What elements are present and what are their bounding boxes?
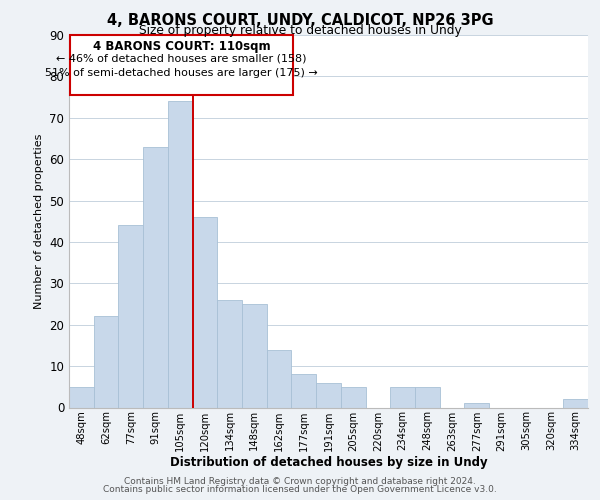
Bar — [341, 387, 365, 407]
Text: ← 46% of detached houses are smaller (158): ← 46% of detached houses are smaller (15… — [56, 54, 307, 64]
Text: 4, BARONS COURT, UNDY, CALDICOT, NP26 3PG: 4, BARONS COURT, UNDY, CALDICOT, NP26 3P… — [107, 13, 493, 28]
Bar — [70, 35, 293, 95]
Bar — [267, 350, 292, 408]
Text: 4 BARONS COURT: 110sqm: 4 BARONS COURT: 110sqm — [92, 40, 270, 53]
Bar — [94, 316, 118, 408]
Y-axis label: Number of detached properties: Number of detached properties — [34, 134, 44, 309]
Bar — [415, 387, 440, 407]
Bar — [464, 404, 489, 407]
Text: Contains public sector information licensed under the Open Government Licence v3: Contains public sector information licen… — [103, 484, 497, 494]
X-axis label: Distribution of detached houses by size in Undy: Distribution of detached houses by size … — [170, 456, 487, 469]
Bar — [292, 374, 316, 408]
Bar — [168, 101, 193, 408]
Text: Contains HM Land Registry data © Crown copyright and database right 2024.: Contains HM Land Registry data © Crown c… — [124, 477, 476, 486]
Bar — [242, 304, 267, 408]
Bar — [316, 382, 341, 407]
Bar — [118, 226, 143, 408]
Bar — [143, 147, 168, 407]
Text: 51% of semi-detached houses are larger (175) →: 51% of semi-detached houses are larger (… — [45, 68, 318, 78]
Bar — [217, 300, 242, 408]
Bar — [69, 387, 94, 407]
Text: Size of property relative to detached houses in Undy: Size of property relative to detached ho… — [139, 24, 461, 37]
Bar — [390, 387, 415, 407]
Bar — [193, 217, 217, 408]
Bar — [563, 399, 588, 407]
